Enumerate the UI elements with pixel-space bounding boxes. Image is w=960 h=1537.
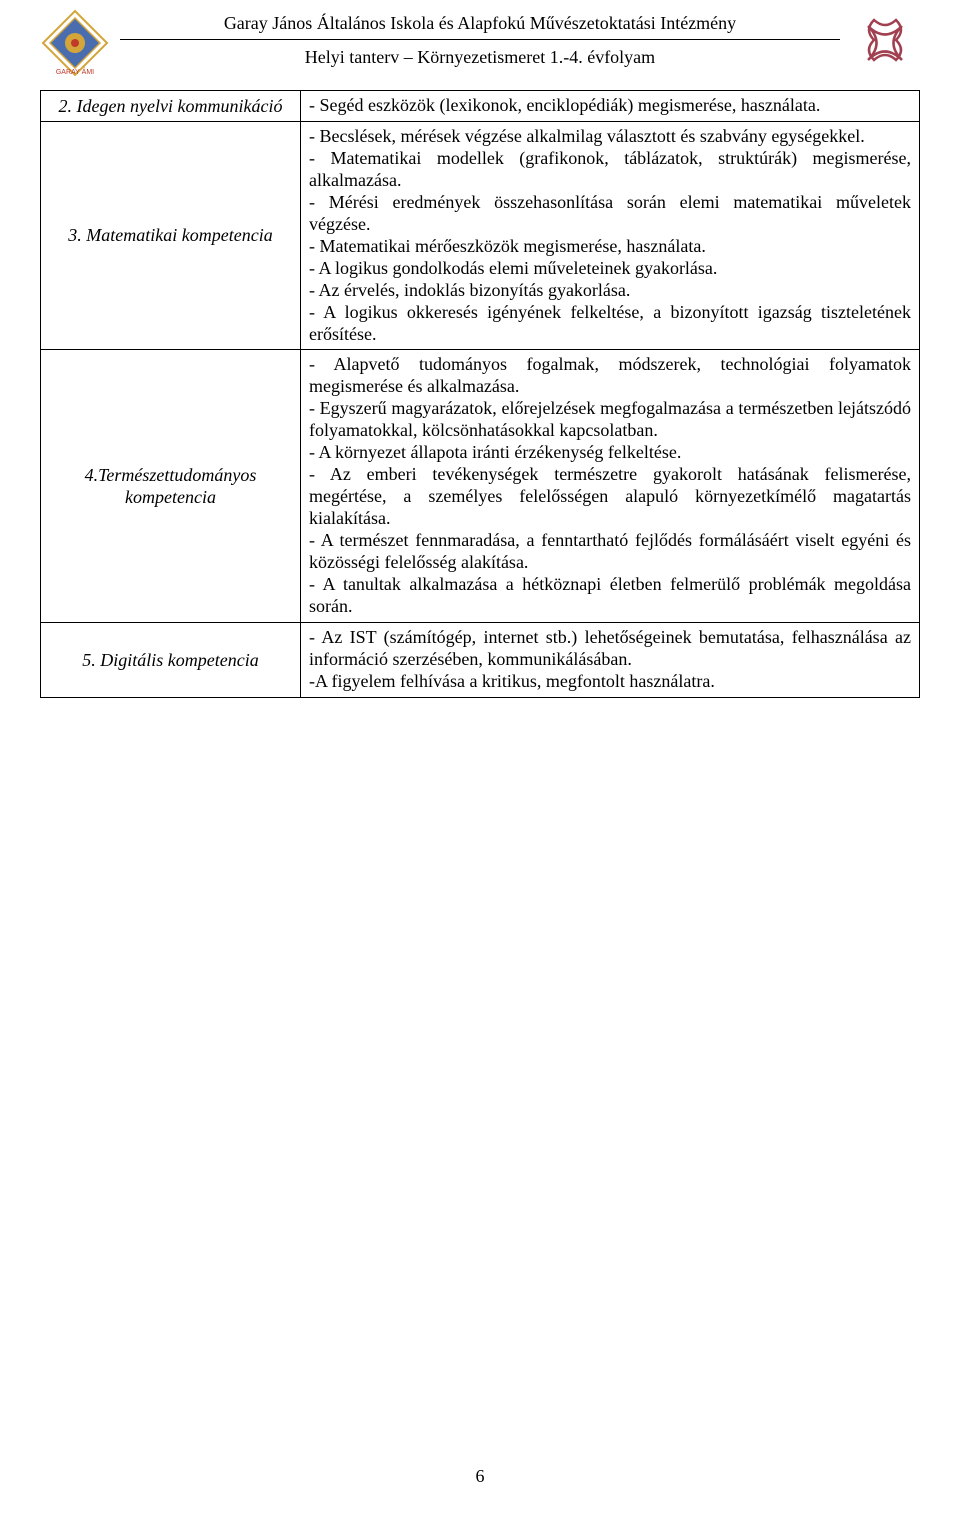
school-logo-right: [850, 8, 920, 78]
svg-text:GARAY ÁMI: GARAY ÁMI: [56, 67, 94, 76]
competency-label: 3. Matematikai kompetencia: [41, 121, 301, 350]
table-row: 5. Digitális kompetencia - Az IST (számí…: [41, 622, 920, 697]
page: GARAY ÁMI Garay János Általános Iskola é…: [0, 0, 960, 1537]
header-center: Garay János Általános Iskola és Alapfokú…: [120, 8, 840, 72]
competency-content: - Alapvető tudományos fogalmak, módszere…: [301, 350, 920, 622]
table-row: 4.Természettudományos kompetencia - Alap…: [41, 350, 920, 622]
competency-content: - Becslések, mérések végzése alkalmilag …: [301, 121, 920, 350]
competency-table: 2. Idegen nyelvi kommunikáció - Segéd es…: [40, 90, 920, 698]
competency-label: 5. Digitális kompetencia: [41, 622, 301, 697]
table-row: 3. Matematikai kompetencia - Becslések, …: [41, 121, 920, 350]
school-name: Garay János Általános Iskola és Alapfokú…: [120, 8, 840, 37]
page-header: GARAY ÁMI Garay János Általános Iskola é…: [40, 0, 920, 78]
competency-content: - Segéd eszközök (lexikonok, enciklopédi…: [301, 91, 920, 122]
competency-label: 2. Idegen nyelvi kommunikáció: [41, 91, 301, 122]
header-divider: [120, 39, 840, 40]
header-subtitle: Helyi tanterv – Környezetismeret 1.-4. é…: [120, 42, 840, 73]
competency-content: - Az IST (számítógép, internet stb.) leh…: [301, 622, 920, 697]
page-number: 6: [0, 1465, 960, 1488]
competency-label: 4.Természettudományos kompetencia: [41, 350, 301, 622]
table-row: 2. Idegen nyelvi kommunikáció - Segéd es…: [41, 91, 920, 122]
school-logo-left: GARAY ÁMI: [40, 8, 110, 78]
